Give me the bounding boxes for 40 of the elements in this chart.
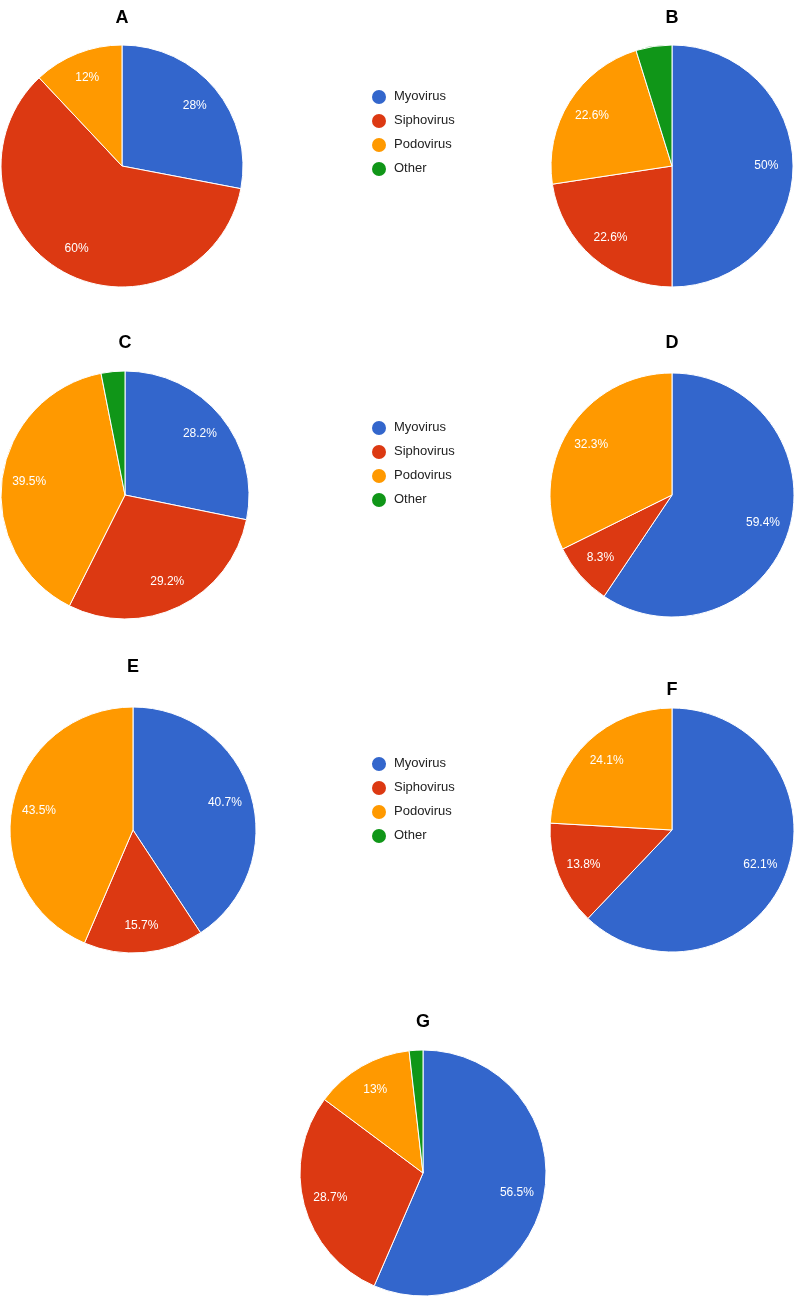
- data-label: 56.5%: [499, 1184, 535, 1199]
- data-label: 22.6%: [574, 108, 610, 123]
- legend-label: Other: [394, 160, 428, 176]
- legend-label: Myovirus: [394, 755, 447, 771]
- data-label: 28.2%: [182, 425, 218, 440]
- data-label: 24.1%: [589, 753, 624, 768]
- legend-label: Siphovirus: [394, 779, 456, 795]
- legend-label: Other: [394, 827, 428, 843]
- data-label: 28.7%: [313, 1189, 348, 1204]
- data-label: 13%: [363, 1081, 388, 1096]
- data-label: 12%: [75, 70, 100, 85]
- legend-label: Podovirus: [394, 803, 453, 819]
- data-label: 62.1%: [743, 857, 778, 872]
- chart-title: F: [666, 678, 678, 699]
- chart-title: C: [118, 331, 132, 352]
- chart-title: B: [665, 6, 679, 27]
- legend-label: Siphovirus: [394, 443, 456, 459]
- legend-label: Podovirus: [394, 467, 453, 483]
- legend-label: Other: [394, 491, 428, 507]
- data-label: 15.7%: [124, 917, 159, 932]
- data-label: 22.6%: [593, 229, 628, 244]
- legend-label: Myovirus: [394, 88, 447, 104]
- legend-label: Myovirus: [394, 419, 447, 435]
- data-label: 13.8%: [566, 857, 601, 872]
- legend-label: Siphovirus: [394, 112, 456, 128]
- data-label: 28%: [182, 98, 208, 113]
- data-label: 43.5%: [22, 802, 57, 817]
- chart-title: D: [665, 331, 679, 352]
- data-label: 29.2%: [150, 574, 185, 589]
- data-label: 40.7%: [207, 794, 243, 809]
- data-label: 50%: [754, 158, 779, 173]
- legend-label: Podovirus: [394, 136, 453, 152]
- data-label: 8.3%: [586, 549, 615, 564]
- chart-title: G: [415, 1010, 431, 1031]
- data-label: 59.4%: [746, 514, 781, 529]
- data-label: 32.3%: [574, 436, 609, 451]
- chart-title: E: [126, 655, 140, 676]
- chart-title: A: [115, 6, 129, 27]
- data-label: 39.5%: [12, 474, 47, 489]
- data-label: 60%: [64, 240, 89, 255]
